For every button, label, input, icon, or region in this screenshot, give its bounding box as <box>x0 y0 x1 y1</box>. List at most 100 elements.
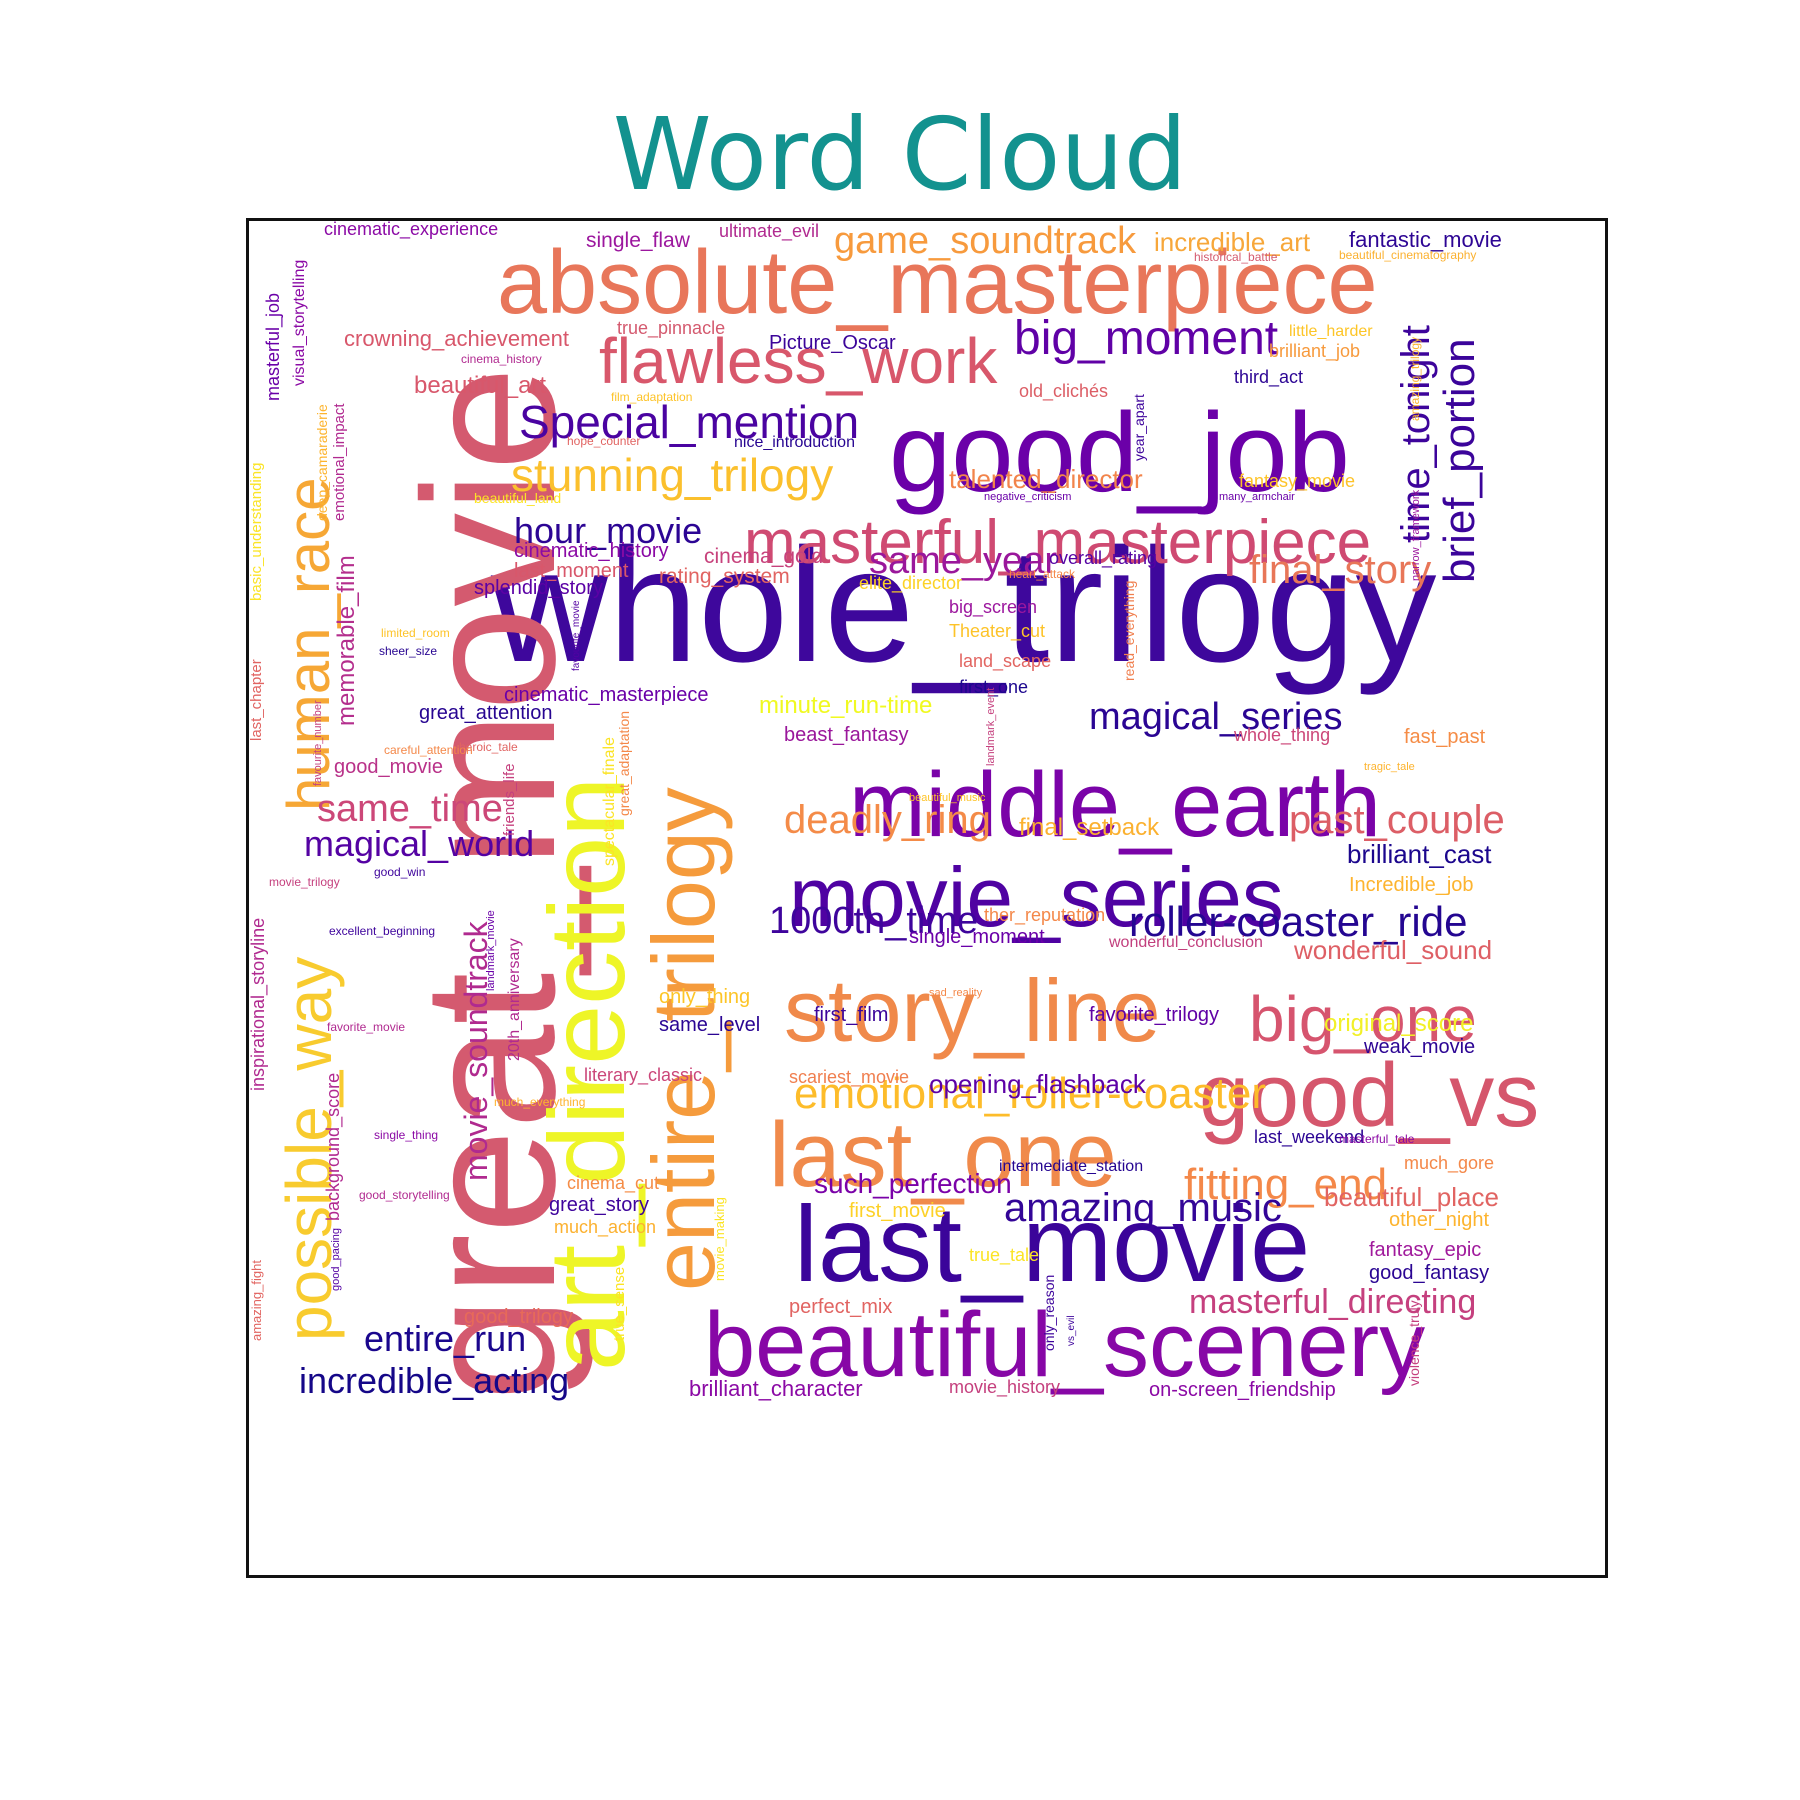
word-favorite-trilogy: favorite_trilogy <box>1089 1004 1219 1026</box>
word-first-movie: first_movie <box>849 1200 946 1222</box>
word-only-reason: only_reason <box>1041 1275 1057 1351</box>
word-spectacular-finale: spectacular_finale <box>601 737 618 866</box>
word-theater-cut: Theater_cut <box>949 621 1045 642</box>
word-beautiful-cinematography: beautiful_cinematography <box>1339 248 1476 262</box>
word-time-tonight: time_tonight <box>1394 325 1438 543</box>
word-scariest-movie: scariest_movie <box>789 1067 909 1088</box>
word-negative-criticism: negative_criticism <box>984 491 1071 503</box>
word-1000th-time: 1000th_time <box>769 900 978 942</box>
word-good-vs: good_vs <box>1199 1046 1539 1146</box>
word-favorite-movie: favorite_movie <box>327 1020 405 1034</box>
word-great-adaptation: great_adaptation <box>616 711 632 816</box>
word-cinematic-masterpiece: cinematic_masterpiece <box>504 684 709 706</box>
word-fast-past: fast_past <box>1404 726 1486 748</box>
word-much-gore: much_gore <box>1404 1153 1494 1174</box>
word-favourite-number: favourite_number <box>312 700 324 786</box>
word-violence-truly: violence_truly <box>1406 1300 1422 1386</box>
word-incredible-acting: incredible_acting <box>299 1360 569 1401</box>
word-landmark-event: landmark_event <box>985 688 997 766</box>
word-roller-coaster-ride: roller-coaster_ride <box>1129 898 1467 945</box>
word-final-story: final_story <box>1249 548 1431 592</box>
word-narrow-framework: narrow_framework <box>1410 489 1422 581</box>
word-cinematic-experience: cinematic_experience <box>324 221 498 240</box>
word-hour-movie: hour_movie <box>514 510 702 551</box>
word-perfect-mix: perfect_mix <box>789 1296 892 1318</box>
word-hope-counter: hope_counter <box>567 434 640 448</box>
word-cloud-frame: whole_trilogy great_movie absolute_masterp… <box>246 218 1608 1578</box>
word-much-action: much_action <box>554 1217 656 1238</box>
word-first-film: first_film <box>814 1004 888 1026</box>
word-good-trilogy: good_trilogy <box>464 1306 573 1328</box>
word-fantasy-epic: fantasy_epic <box>1369 1239 1481 1261</box>
word-last-movie: last_movie <box>794 1183 1310 1304</box>
word-single-moment: single_moment <box>909 926 1045 948</box>
word-ther-reputation: ther_reputation <box>984 905 1105 926</box>
word-true-pinnacle: true_pinnacle <box>617 318 725 339</box>
word-many-armchair: many_armchair <box>1219 491 1295 503</box>
word-brief-portion: brief_portion <box>1435 338 1484 583</box>
word-same-year: same_year <box>869 540 1057 582</box>
word-possible-way: possible_way <box>273 957 345 1341</box>
word-careful-attention: careful_attention <box>384 743 473 757</box>
word-first-one: first_one <box>959 677 1028 698</box>
word-amazing-trilogy: amazing_trilogy <box>1408 337 1422 421</box>
word-intermediate-station: intermediate_station <box>999 1158 1143 1175</box>
word-cinema-gold: cinema_gold <box>704 545 823 568</box>
word-good-fantasy: good_fantasy <box>1369 1262 1489 1284</box>
word-beautiful-place: beautiful_place <box>1324 1182 1499 1212</box>
word-absolute-masterpiece: absolute_masterpiece <box>497 233 1378 333</box>
word-masterful-job: masterful_job <box>263 293 284 401</box>
word-true-sense: true_sense <box>611 1267 628 1341</box>
word-ultimate-evil: ultimate_evil <box>719 221 819 242</box>
word-good-pacing: good_pacing <box>330 1228 342 1291</box>
word-past-couple: past_couple <box>1289 798 1505 842</box>
word-movie-soundtrack: movie_soundtrack <box>458 920 494 1181</box>
word-final-setback: final_setback <box>1019 814 1160 841</box>
word-limited-room: limited_room <box>381 626 450 640</box>
word-middle-earth: middle_earth <box>849 754 1381 856</box>
word-last-weekend: last_weekend <box>1254 1127 1364 1148</box>
word-great-story: great_story <box>549 1194 649 1216</box>
word-fantasy-movie: fantasy_movie <box>1239 471 1355 492</box>
word-background-score: background_score <box>323 1073 344 1221</box>
word-picture-oscar: Picture_Oscar <box>769 332 896 354</box>
word-human-race: human_race <box>275 477 342 811</box>
word-beast-fantasy: beast_fantasy <box>784 724 909 746</box>
word-movie-making: movie_making <box>712 1197 727 1281</box>
word-original-score: original_score <box>1324 1010 1473 1037</box>
word-entire-run: entire_run <box>364 1318 526 1359</box>
word-last-chapter: last_chapter <box>249 659 265 741</box>
word-elite-director: elite_director <box>859 573 962 594</box>
word-whole-trilogy: whole_trilogy <box>490 515 1437 696</box>
word-little-harder: little_harder <box>1289 323 1373 340</box>
word-splendid-story: splendid_story <box>474 577 603 599</box>
word-cinema-history: cinema_history <box>461 352 542 366</box>
word-magical-series: magical_series <box>1089 696 1342 738</box>
word-single-thing: single_thing <box>374 1128 438 1142</box>
word-fantastic-movie: fantastic_movie <box>1349 227 1502 252</box>
word-read-everything: read_everything <box>1121 581 1137 681</box>
word-on-screen-friendship: on-screen_friendship <box>1149 1379 1336 1401</box>
word-brilliant-character: brilliant_character <box>689 1376 863 1401</box>
word-emotional-impact: emotional_impact <box>331 403 348 521</box>
word-inspirational-storyline: inspirational_storyline <box>249 918 269 1091</box>
word-big-moment: big_moment <box>1014 312 1278 365</box>
word-masterful-tale: masterful_tale <box>1339 1132 1415 1146</box>
word-excellent-beginning: excellent_beginning <box>329 924 435 938</box>
word-talented-director: talented_director <box>949 464 1143 494</box>
word-only-thing: only_thing <box>659 986 750 1008</box>
word-good-win: good_win <box>374 865 425 879</box>
word-landmark-movie: landmark_movie <box>485 910 497 991</box>
word-old-clich-s: old_clichés <box>1019 381 1108 402</box>
word-last-moment: last_moment <box>514 560 629 582</box>
word-amazing-music: amazing_music <box>1004 1186 1282 1230</box>
word-incredible-art: incredible_art <box>1154 227 1311 257</box>
word-weak-movie: weak_movie <box>1363 1036 1475 1058</box>
word-favourite-movie: favourite_movie <box>571 600 582 671</box>
word-heart-attack: heart_attack <box>1009 567 1076 581</box>
word-movie-trilogy: movie_trilogy <box>269 875 340 889</box>
word-cinema-cut: cinema_cut <box>567 1173 659 1194</box>
word-friends-life: friends_life <box>501 763 518 836</box>
word-art-direction: art_direction <box>526 777 647 1371</box>
